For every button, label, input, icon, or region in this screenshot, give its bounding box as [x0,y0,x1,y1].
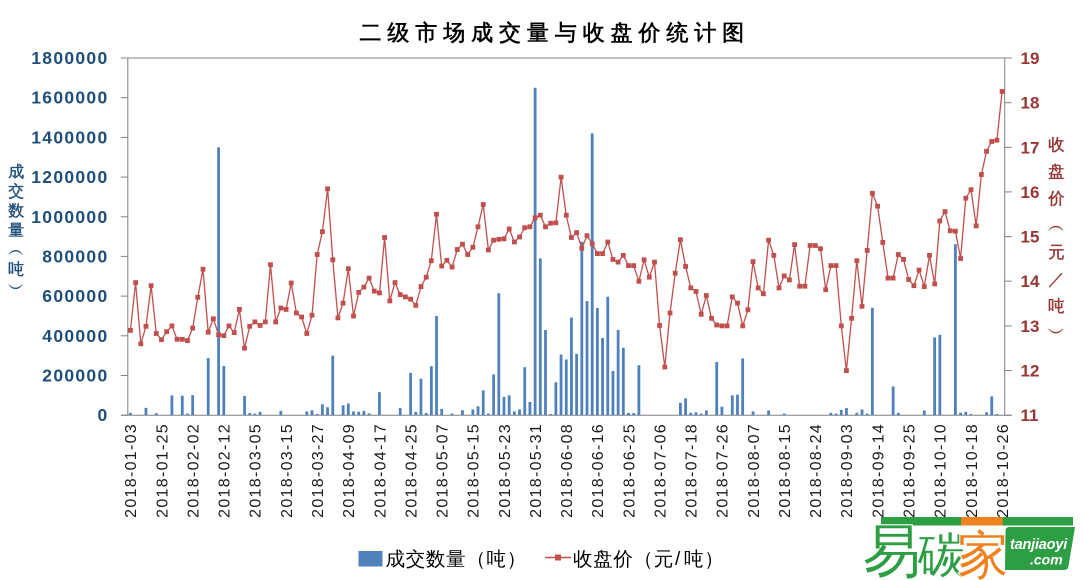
svg-text:1000000: 1000000 [31,207,108,227]
svg-text:tanjiaoyi: tanjiaoyi [1010,537,1068,553]
svg-text:2018-02-12: 2018-02-12 [217,423,234,518]
svg-text:2018-06-16: 2018-06-16 [590,423,607,518]
svg-text:200000: 200000 [42,366,108,386]
svg-text:13: 13 [1021,317,1040,336]
svg-text:2018-03-05: 2018-03-05 [248,423,265,518]
svg-text:.com: .com [1030,552,1063,568]
svg-text:2018-07-06: 2018-07-06 [652,423,669,518]
svg-text:2018-01-03: 2018-01-03 [123,423,140,518]
svg-text:2018-09-25: 2018-09-25 [902,423,919,518]
svg-text:11: 11 [1021,406,1039,425]
svg-text:400000: 400000 [42,326,108,346]
svg-text:1600000: 1600000 [31,88,108,108]
svg-text:2018-08-24: 2018-08-24 [808,423,825,518]
svg-text:0: 0 [97,405,108,425]
svg-text:2018-08-15: 2018-08-15 [777,423,794,518]
svg-text:12: 12 [1021,362,1040,381]
svg-text:600000: 600000 [42,286,108,306]
svg-text:2018-05-07: 2018-05-07 [435,423,452,518]
svg-text:2018-05-31: 2018-05-31 [528,423,545,518]
svg-text:2018-04-09: 2018-04-09 [341,423,358,518]
svg-text:16: 16 [1021,183,1040,202]
svg-text:2018-10-26: 2018-10-26 [995,423,1012,518]
svg-text:/: / [675,549,681,570]
svg-text:2018-08-07: 2018-08-07 [746,423,763,518]
svg-text:18: 18 [1021,94,1040,113]
svg-text:2018-05-23: 2018-05-23 [497,423,514,518]
svg-text:1800000: 1800000 [31,48,108,68]
svg-text:1200000: 1200000 [31,167,108,187]
svg-text:800000: 800000 [42,246,108,266]
svg-text:2018-09-03: 2018-09-03 [839,423,856,518]
svg-text:19: 19 [1021,49,1040,68]
svg-text:2018-04-25: 2018-04-25 [403,423,420,518]
svg-text:2018-07-26: 2018-07-26 [715,423,732,518]
svg-text:2018-02-02: 2018-02-02 [186,423,203,518]
svg-text:15: 15 [1021,228,1040,247]
svg-text:14: 14 [1021,272,1040,291]
svg-text:2018-03-27: 2018-03-27 [310,423,327,518]
svg-text:1400000: 1400000 [31,127,108,147]
svg-text:2018-06-08: 2018-06-08 [559,423,576,518]
svg-text:2018-06-25: 2018-06-25 [621,423,638,518]
svg-text:2018-09-14: 2018-09-14 [870,423,887,518]
svg-text:2018-05-15: 2018-05-15 [466,423,483,518]
svg-text:2018-03-15: 2018-03-15 [279,423,296,518]
svg-text:17: 17 [1021,138,1040,157]
svg-text:2018-04-17: 2018-04-17 [372,423,389,518]
svg-text:2018-07-18: 2018-07-18 [684,423,701,518]
svg-text:2018-01-25: 2018-01-25 [154,423,171,518]
svg-text:2018-10-10: 2018-10-10 [933,423,950,518]
svg-text:2018-10-18: 2018-10-18 [964,423,981,518]
